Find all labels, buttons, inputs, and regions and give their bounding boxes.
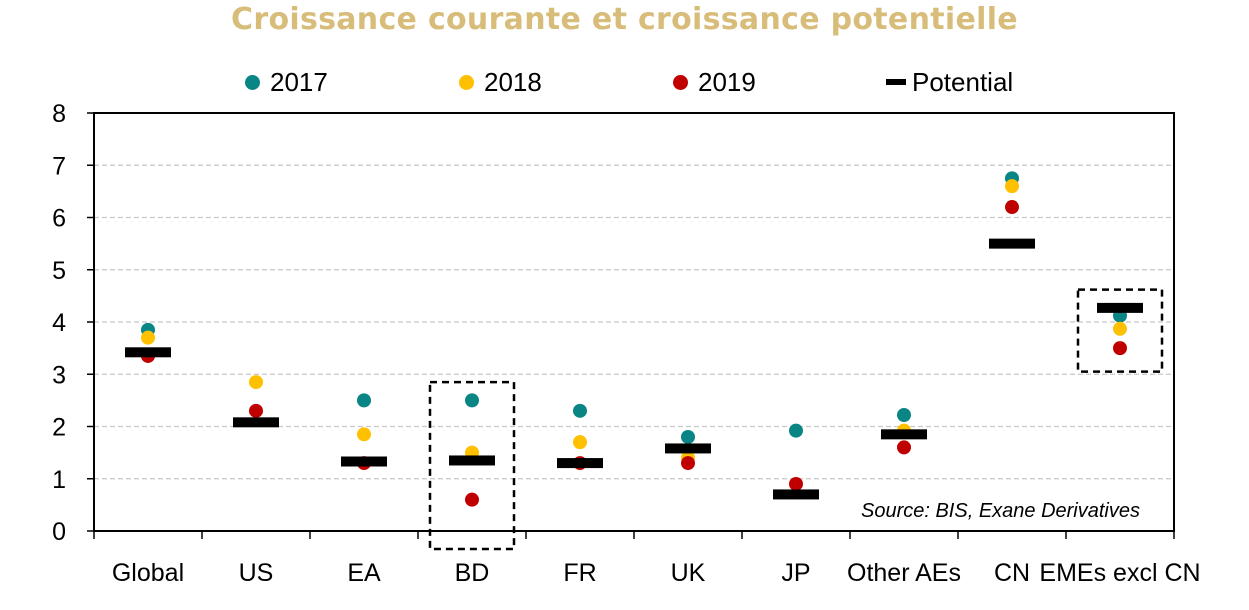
y-tick-label-0: 0: [52, 518, 66, 546]
x-tick-label-bd: BD: [455, 559, 490, 587]
point-2019-us: [249, 403, 263, 418]
x-tick-label-other-aes: Other AEs: [847, 559, 961, 587]
legend-label-2019: 2019: [698, 66, 756, 97]
point-2017-ea: [357, 393, 371, 408]
x-tick-label-fr: FR: [563, 559, 596, 587]
legend-label-2018: 2018: [484, 66, 542, 97]
x-tick-label-jp: JP: [781, 559, 810, 587]
legend-label-potential: Potential: [912, 66, 1014, 97]
x-tick-label-ea: EA: [347, 559, 381, 587]
y-tick-label-2: 2: [52, 414, 66, 442]
y-tick-label-1: 1: [52, 466, 66, 494]
point-2018-global: [141, 330, 155, 345]
x-tick-label-global: Global: [112, 559, 184, 587]
point-potential-fr: [557, 458, 603, 469]
legend-marker-2017: [245, 74, 260, 90]
legend-item-2018: 2018: [459, 62, 542, 102]
point-2019-jp: [789, 476, 803, 491]
point-2017-uk: [681, 429, 695, 444]
point-2017-jp: [789, 423, 803, 438]
point-2019-other-aes: [897, 440, 911, 455]
point-potential-ea: [341, 456, 387, 467]
point-2019-emes-excl-cn: [1113, 341, 1127, 356]
point-2018-us: [249, 375, 263, 390]
point-potential-uk: [665, 443, 711, 454]
point-2017-bd: [465, 393, 479, 408]
point-potential-cn: [989, 238, 1035, 249]
highlight-box-bd: [428, 380, 516, 551]
y-tick-label-3: 3: [52, 361, 66, 389]
y-tick-label-6: 6: [52, 205, 66, 233]
legend-item-2017: 2017: [245, 62, 328, 102]
point-potential-jp: [773, 489, 819, 500]
legend-item-2019: 2019: [673, 62, 756, 102]
legend-item-potential: Potential: [886, 62, 1013, 102]
legend-marker-potential: [886, 79, 906, 85]
point-2019-uk: [681, 456, 695, 471]
point-2017-other-aes: [897, 408, 911, 423]
x-tick-label-us: US: [239, 559, 274, 587]
chart-title: Croissance courante et croissance potent…: [231, 2, 1018, 37]
point-2018-cn: [1005, 179, 1019, 194]
legend: 2017 2018 2019 Potential: [0, 62, 1249, 102]
y-tick-label-7: 7: [52, 152, 66, 180]
point-2018-fr: [573, 435, 587, 450]
x-tick-label-emes-excl-cn: EMEs excl CN: [1039, 559, 1200, 587]
x-tick-label-cn: CN: [994, 559, 1030, 587]
source-annotation: Source: BIS, Exane Derivatives: [861, 500, 1140, 522]
x-tick-label-uk: UK: [671, 559, 706, 587]
point-2018-ea: [357, 427, 371, 442]
point-2018-emes-excl-cn: [1113, 321, 1127, 336]
legend-marker-2018: [459, 74, 474, 90]
y-tick-label-4: 4: [52, 309, 66, 337]
point-2017-fr: [573, 403, 587, 418]
point-2019-cn: [1005, 200, 1019, 215]
point-potential-global: [125, 347, 171, 358]
legend-marker-2019: [673, 74, 688, 90]
point-potential-bd: [449, 455, 495, 466]
point-potential-us: [233, 417, 279, 428]
y-tick-label-5: 5: [52, 257, 66, 285]
point-potential-emes-excl-cn: [1097, 302, 1143, 313]
legend-label-2017: 2017: [270, 66, 328, 97]
highlight-box-emes-excl-cn: [1076, 288, 1164, 373]
point-2019-bd: [465, 492, 479, 507]
y-tick-label-8: 8: [52, 100, 66, 128]
point-potential-other-aes: [881, 429, 927, 440]
